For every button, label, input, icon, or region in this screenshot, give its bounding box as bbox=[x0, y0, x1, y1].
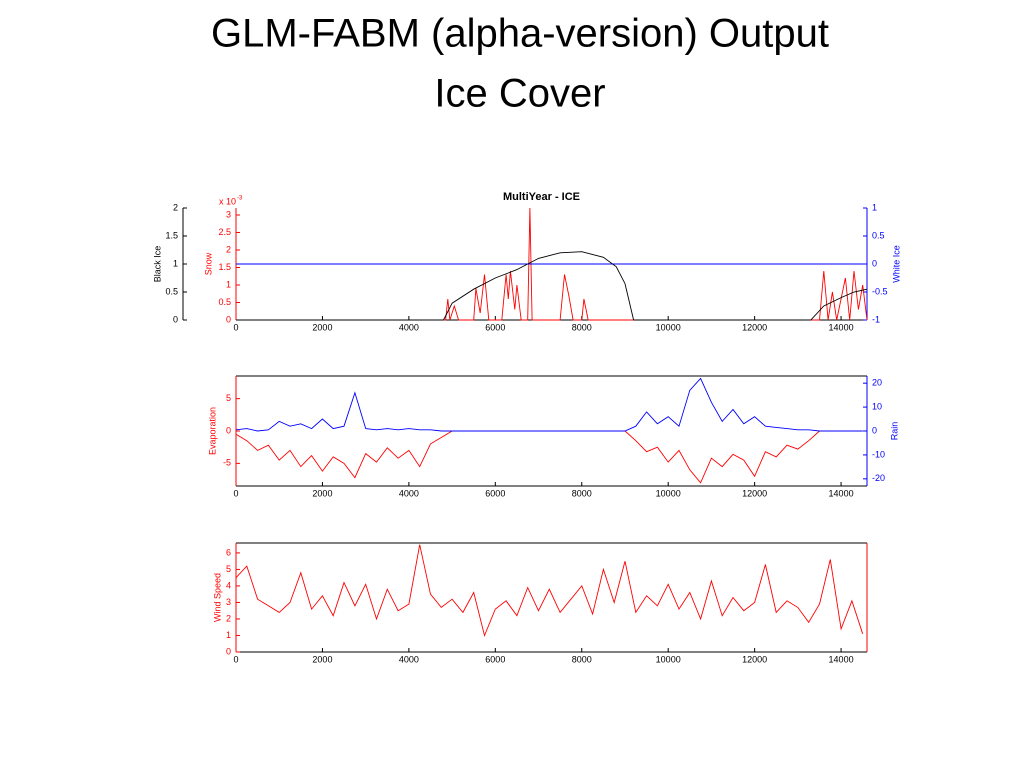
x-tick-label: 6000 bbox=[485, 322, 505, 332]
y-tick-label: -5 bbox=[223, 458, 231, 468]
slide-title: Ice Cover bbox=[434, 72, 605, 116]
y-tick-label: 0.5 bbox=[872, 230, 885, 240]
y-tick-label: 6 bbox=[226, 547, 231, 557]
x-tick-label: 4000 bbox=[399, 488, 419, 498]
y-tick-label: 2.5 bbox=[218, 227, 231, 237]
y-tick-label: 1 bbox=[226, 630, 231, 640]
x-tick-label: 0 bbox=[233, 322, 238, 332]
x-tick-label: 10000 bbox=[656, 654, 681, 664]
y-tick-label: 20 bbox=[872, 378, 882, 388]
x-tick-label: 14000 bbox=[829, 654, 854, 664]
y-axis-label: Evaporation bbox=[207, 407, 217, 455]
x-tick-label: 12000 bbox=[742, 322, 767, 332]
y-tick-label: 0 bbox=[872, 425, 877, 435]
y-axis-label: White Ice bbox=[891, 245, 901, 283]
y-tick-label: -10 bbox=[872, 449, 885, 459]
x-tick-label: 0 bbox=[233, 488, 238, 498]
x-tick-label: 2000 bbox=[312, 654, 332, 664]
x-tick-label: 14000 bbox=[829, 488, 854, 498]
series-line bbox=[236, 251, 868, 321]
y-tick-label: 2 bbox=[226, 613, 231, 623]
x-tick-label: 10000 bbox=[656, 322, 681, 332]
y-tick-label: 0 bbox=[872, 258, 877, 268]
x-tick-label: 2000 bbox=[312, 322, 332, 332]
y-tick-label: 1 bbox=[226, 279, 231, 289]
y-axis-label: Wind Speed bbox=[212, 573, 222, 622]
y-tick-label: 1.5 bbox=[218, 262, 231, 272]
x-tick-label: 8000 bbox=[572, 488, 592, 498]
y-tick-label: 1 bbox=[173, 258, 178, 268]
slide-title: GLM-FABM (alpha-version) Output bbox=[211, 12, 829, 56]
y-axis-label: Snow bbox=[203, 252, 213, 275]
y-tick-label: 1 bbox=[872, 202, 877, 212]
y-tick-label: 0 bbox=[173, 314, 178, 324]
x-tick-label: 8000 bbox=[572, 654, 592, 664]
y-tick-label: 0 bbox=[226, 425, 231, 435]
x-tick-label: 6000 bbox=[485, 654, 505, 664]
y-tick-label: 3 bbox=[226, 597, 231, 607]
x-tick-label: 4000 bbox=[399, 654, 419, 664]
y-tick-label: 10 bbox=[872, 401, 882, 411]
y-tick-label: 0 bbox=[226, 314, 231, 324]
series-line bbox=[236, 207, 868, 321]
y-tick-label: -0.5 bbox=[872, 286, 888, 296]
x-tick-label: 2000 bbox=[312, 488, 332, 498]
x-tick-label: 4000 bbox=[399, 322, 419, 332]
y-tick-label: 2 bbox=[226, 244, 231, 254]
y-tick-label: 0 bbox=[226, 646, 231, 656]
y-tick-label: -1 bbox=[872, 314, 880, 324]
y-tick-label: 5 bbox=[226, 564, 231, 574]
y-tick-label: 3 bbox=[226, 209, 231, 219]
x-tick-label: 12000 bbox=[742, 488, 767, 498]
x-tick-label: 8000 bbox=[572, 322, 592, 332]
y-tick-label: 2 bbox=[173, 202, 178, 212]
y-axis-label: Black Ice bbox=[152, 246, 162, 283]
chart-title: MultiYear - ICE bbox=[503, 191, 580, 203]
y-tick-label: 4 bbox=[226, 580, 231, 590]
y-tick-label: 1.5 bbox=[165, 230, 178, 240]
x-tick-label: 10000 bbox=[656, 488, 681, 498]
x-tick-label: 0 bbox=[233, 654, 238, 664]
y-tick-label: 0.5 bbox=[165, 286, 178, 296]
x-tick-label: 12000 bbox=[742, 654, 767, 664]
x-tick-label: 14000 bbox=[829, 322, 854, 332]
y-tick-label: 5 bbox=[226, 393, 231, 403]
axis-multiplier: x 10 bbox=[219, 196, 236, 206]
series-line bbox=[235, 377, 863, 432]
y-tick-label: 0.5 bbox=[218, 297, 231, 307]
series-line bbox=[235, 544, 864, 637]
x-tick-label: 6000 bbox=[485, 488, 505, 498]
y-axis-label: Rain bbox=[889, 422, 899, 441]
y-tick-label: -20 bbox=[872, 473, 885, 483]
axis-multiplier-exponent: -3 bbox=[237, 196, 243, 202]
